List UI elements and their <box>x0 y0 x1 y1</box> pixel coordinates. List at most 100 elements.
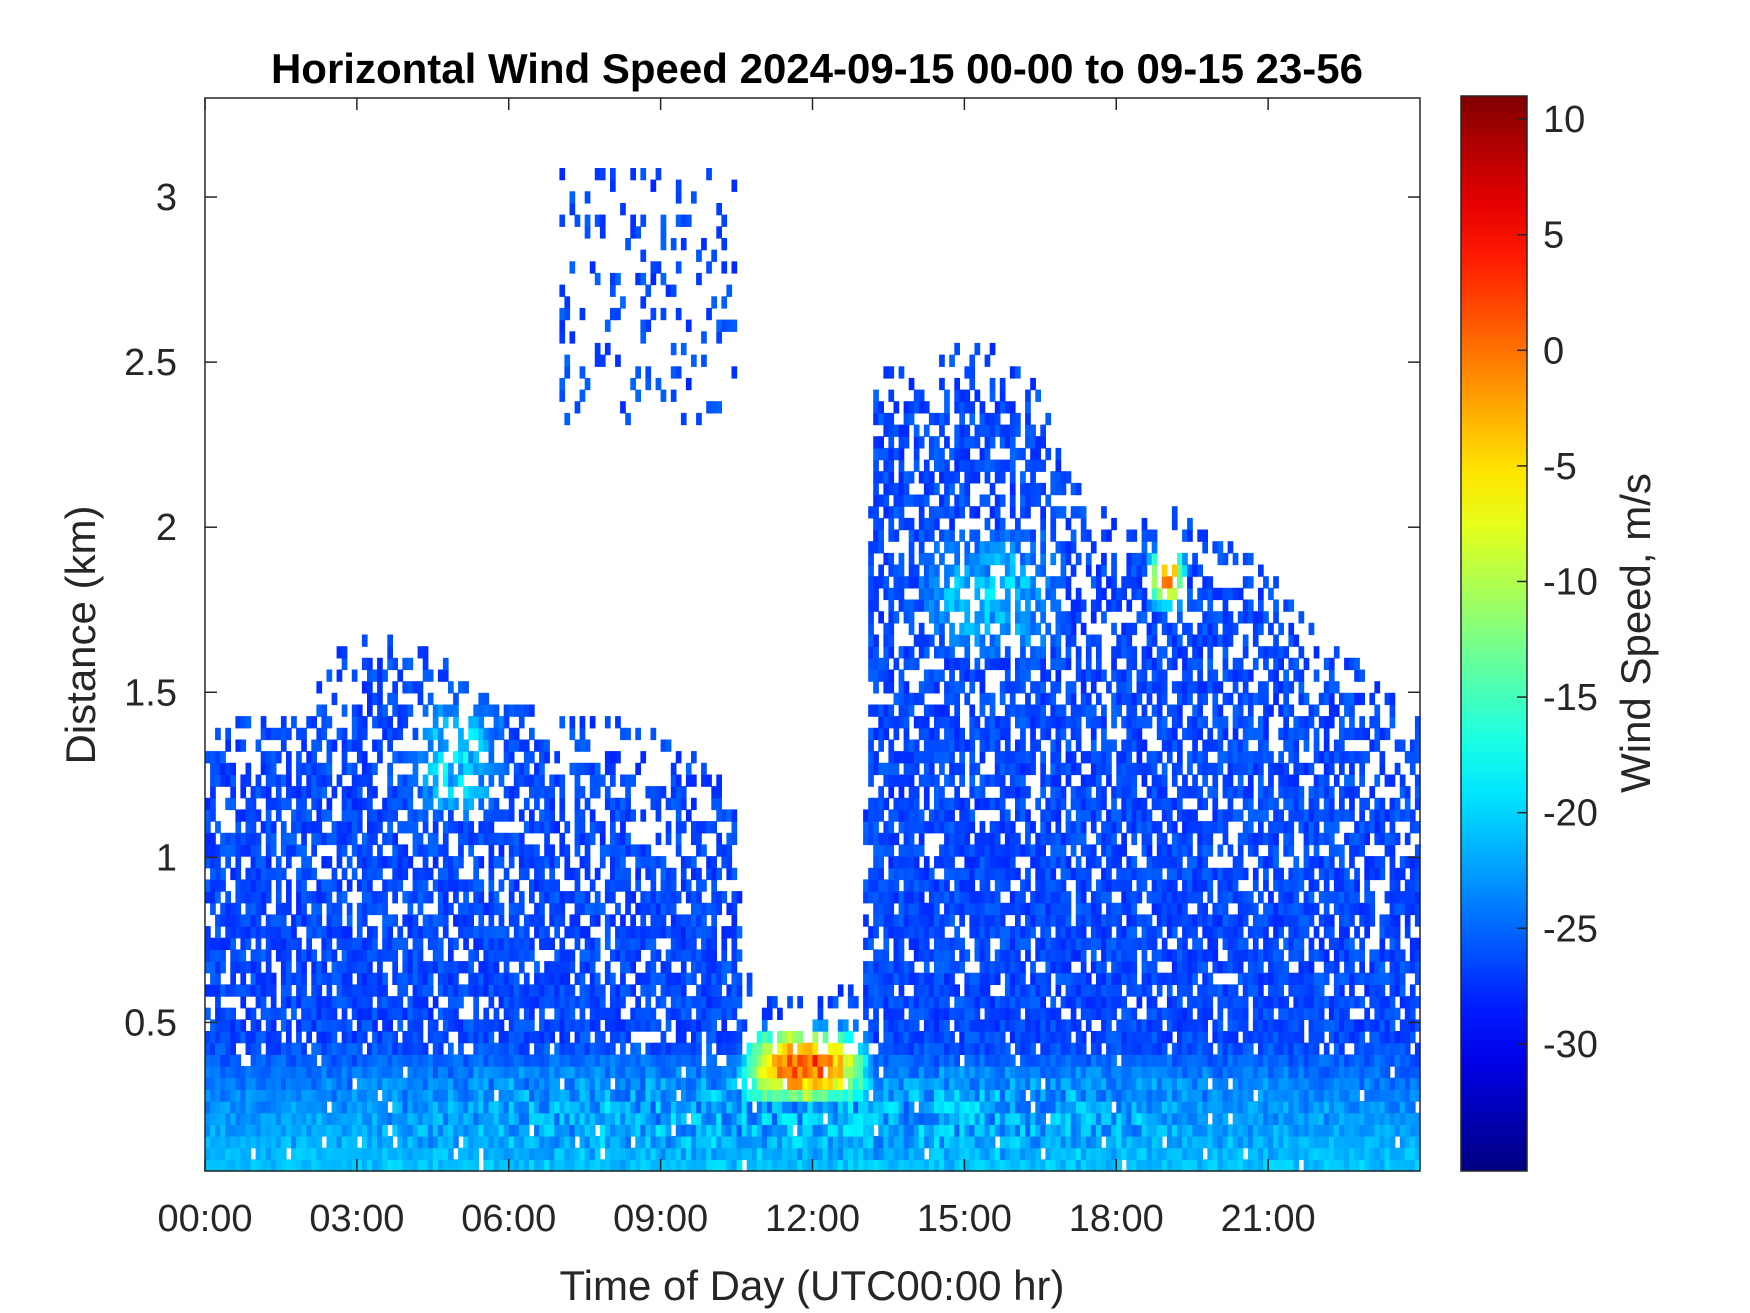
heatmap-cell <box>594 1054 601 1067</box>
heatmap-cell <box>341 984 348 997</box>
heatmap-cell <box>1004 1042 1011 1055</box>
heatmap-cell <box>539 856 545 869</box>
heatmap-cell <box>311 1042 317 1055</box>
heatmap-cell <box>959 424 965 437</box>
heatmap-cell <box>280 949 287 962</box>
heatmap-cell <box>954 727 960 741</box>
heatmap-cell <box>721 1042 728 1055</box>
heatmap-cell <box>731 891 738 904</box>
heatmap-cell <box>478 1077 485 1090</box>
heatmap-cell <box>863 832 869 846</box>
heatmap-cell <box>392 1159 398 1172</box>
heatmap-cell <box>1004 902 1011 916</box>
heatmap-cell <box>372 716 378 729</box>
heatmap-cell <box>346 1089 353 1102</box>
heatmap-cell <box>873 704 879 717</box>
heatmap-cell <box>640 1159 647 1172</box>
heatmap-cell <box>893 529 900 542</box>
heatmap-cell <box>210 891 216 904</box>
heatmap-cell <box>326 1054 333 1067</box>
heatmap-cell <box>321 879 328 892</box>
heatmap-cell <box>483 961 490 974</box>
heatmap-cell <box>1009 1066 1016 1079</box>
heatmap-cell <box>240 739 247 752</box>
heatmap-cell <box>979 832 986 846</box>
heatmap-cell <box>670 366 677 379</box>
heatmap-cell <box>959 844 965 857</box>
heatmap-cell <box>372 739 378 752</box>
heatmap-cell <box>326 984 333 997</box>
heatmap-cell <box>250 867 257 881</box>
heatmap-cell <box>503 786 510 799</box>
heatmap-cell <box>913 389 920 402</box>
heatmap-cell <box>280 1124 287 1137</box>
heatmap-cell <box>999 786 1006 799</box>
heatmap-cell <box>250 1077 257 1090</box>
heatmap-cell <box>934 1101 940 1114</box>
heatmap-cell <box>417 786 424 799</box>
heatmap-cell <box>554 949 560 962</box>
heatmap-cell <box>625 1147 631 1160</box>
heatmap-cell <box>751 1042 758 1055</box>
heatmap-cell <box>346 926 353 939</box>
heatmap-cell <box>367 902 373 916</box>
heatmap-cell <box>873 832 879 846</box>
heatmap-cell <box>863 1066 869 1079</box>
heatmap-cell <box>994 1101 1001 1114</box>
heatmap-cell <box>954 832 960 846</box>
heatmap-cell <box>969 622 976 636</box>
heatmap-cell <box>473 856 479 869</box>
heatmap-cell <box>331 821 338 834</box>
heatmap-cell <box>716 996 722 1009</box>
heatmap-cell <box>726 1042 733 1055</box>
heatmap-cell <box>584 762 591 776</box>
heatmap-cell <box>412 972 419 985</box>
heatmap-cell <box>822 1101 829 1114</box>
heatmap-cell <box>782 1031 788 1044</box>
heatmap-cell <box>483 1147 490 1160</box>
heatmap-cell <box>341 1066 348 1079</box>
heatmap-cell <box>367 972 373 985</box>
heatmap-cell <box>696 879 702 892</box>
heatmap-cell <box>382 1159 388 1172</box>
heatmap-cell <box>954 1147 960 1160</box>
heatmap-cell <box>205 1089 211 1102</box>
heatmap-cell <box>691 926 697 939</box>
heatmap-cell <box>589 832 596 846</box>
heatmap-cell <box>630 961 636 974</box>
heatmap-cell <box>407 914 414 927</box>
heatmap-cell <box>954 342 960 356</box>
heatmap-cell <box>392 704 398 717</box>
heatmap-cell <box>321 1089 328 1102</box>
heatmap-cell <box>923 599 930 612</box>
heatmap-cell <box>270 1066 277 1079</box>
heatmap-cell <box>215 1042 221 1055</box>
heatmap-cell <box>888 424 895 437</box>
heatmap-cell <box>650 1054 657 1067</box>
heatmap-cell <box>630 1147 636 1160</box>
heatmap-cell <box>989 1042 996 1055</box>
heatmap-cell <box>964 401 971 414</box>
heatmap-cell <box>559 961 566 974</box>
heatmap-cell <box>650 949 657 962</box>
heatmap-cell <box>331 786 338 799</box>
heatmap-cell <box>306 762 312 776</box>
heatmap-cell <box>984 972 991 985</box>
heatmap-cell <box>442 797 449 811</box>
heatmap-cell <box>518 739 525 752</box>
heatmap-cell <box>868 564 874 577</box>
heatmap-cell <box>989 739 996 752</box>
heatmap-cell <box>888 879 895 892</box>
heatmap-cell <box>534 774 540 787</box>
heatmap-cell <box>422 867 429 881</box>
heatmap-cell <box>680 412 687 426</box>
heatmap-cell <box>954 599 960 612</box>
heatmap-cell <box>250 1124 257 1137</box>
heatmap-cell <box>463 937 469 950</box>
heatmap-cell <box>615 984 621 997</box>
heatmap-cell <box>680 949 687 962</box>
heatmap-cell <box>685 1019 692 1032</box>
heatmap-cell <box>736 1019 743 1032</box>
heatmap-cell <box>721 1112 728 1125</box>
heatmap-cell <box>969 354 976 367</box>
